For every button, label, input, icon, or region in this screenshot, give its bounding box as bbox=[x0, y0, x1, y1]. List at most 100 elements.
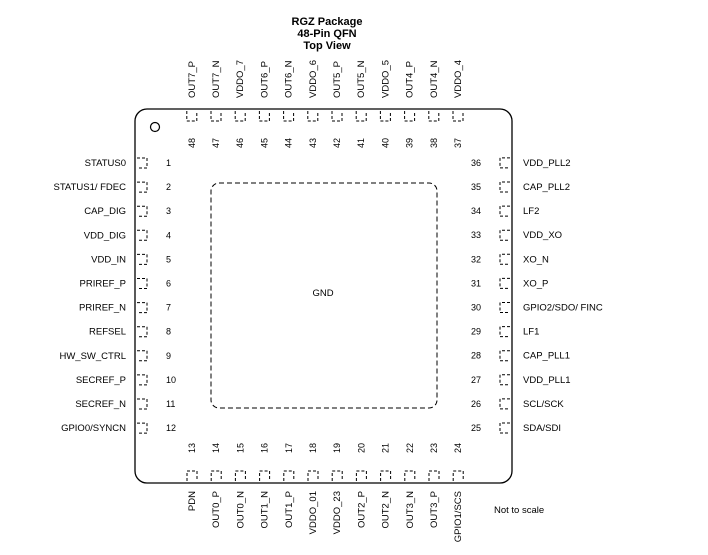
pin-number: 19 bbox=[332, 443, 342, 453]
pin-number: 35 bbox=[471, 182, 481, 192]
pin-pad bbox=[210, 111, 222, 122]
pin-number: 30 bbox=[471, 303, 481, 313]
pin-label: OUT4_P bbox=[405, 61, 416, 98]
pin-44: 44 OUT6_N bbox=[283, 60, 295, 148]
title-line-3: Top View bbox=[303, 40, 351, 52]
pin-24: 24 GPIO1/SCS bbox=[452, 443, 464, 542]
pin-label: VDDO_23 bbox=[332, 491, 343, 534]
pin-pad bbox=[137, 181, 148, 193]
pin-label: VDD_PLL1 bbox=[523, 375, 571, 386]
pin-number: 37 bbox=[453, 138, 463, 148]
pin-label: OUT2_N bbox=[381, 491, 392, 529]
pin-label: OUT5_P bbox=[332, 61, 343, 98]
pin-number: 12 bbox=[166, 423, 176, 433]
pin-label: VDDO_4 bbox=[453, 60, 464, 98]
pin-label: STATUS0 bbox=[85, 158, 126, 169]
pin-label: CAP_DIG bbox=[84, 206, 126, 217]
pin-pad bbox=[452, 470, 464, 481]
pin-19: 19 VDDO_23 bbox=[331, 443, 343, 534]
pin-35: 35 CAP_PLL2 bbox=[471, 181, 570, 193]
pin-29: 29 LF1 bbox=[471, 326, 539, 338]
pin-36: 36 VDD_PLL2 bbox=[471, 157, 571, 169]
pin-label: OUT4_N bbox=[429, 60, 440, 98]
pin-label: SECREF_P bbox=[76, 375, 126, 386]
pin-pad bbox=[186, 111, 198, 122]
pin-number: 15 bbox=[235, 443, 245, 453]
pin-pad bbox=[137, 278, 148, 289]
pin-pad bbox=[404, 470, 416, 481]
pin-pad bbox=[137, 350, 148, 362]
pin-pad bbox=[452, 111, 464, 122]
pin-number: 3 bbox=[166, 206, 171, 216]
pin-pad bbox=[499, 374, 510, 386]
pin-7: 7 PRIREF_N bbox=[79, 302, 171, 314]
pin-34: 34 LF2 bbox=[471, 205, 539, 217]
pin-label: OUT0_P bbox=[211, 491, 222, 528]
pin-13: 13 PDN bbox=[186, 443, 198, 511]
pin-3: 3 CAP_DIG bbox=[84, 205, 171, 217]
pin-pad bbox=[186, 470, 198, 481]
pin-16: 16 OUT1_N bbox=[259, 443, 271, 528]
pin-number: 23 bbox=[429, 443, 439, 453]
pin-label: CAP_PLL2 bbox=[523, 182, 570, 193]
title-line-2: 48-Pin QFN bbox=[297, 28, 356, 40]
pin-number: 40 bbox=[380, 138, 390, 148]
pin-label: SCL/SCK bbox=[523, 399, 564, 410]
pin-pad bbox=[137, 302, 148, 314]
pin-label: PDN bbox=[187, 491, 198, 511]
pin-label: PRIREF_N bbox=[79, 303, 126, 314]
pin-number: 24 bbox=[453, 443, 463, 453]
pin-pad bbox=[137, 398, 148, 410]
pins-layer: 1 STATUS0 2 STATUS1/ FDEC 3 CAP_DIG 4 VDD_DIG 5 V… bbox=[54, 60, 603, 542]
scale-note: Not to scale bbox=[494, 505, 544, 516]
pin-number: 21 bbox=[381, 443, 391, 453]
pin-label: VDDO_5 bbox=[380, 60, 391, 98]
pin-label: LF1 bbox=[523, 327, 539, 338]
pin-number: 13 bbox=[187, 443, 197, 453]
pin-pad bbox=[499, 253, 510, 265]
pin-pad bbox=[404, 111, 416, 122]
pin-pad bbox=[137, 253, 148, 265]
pin-number: 28 bbox=[471, 351, 481, 361]
pin-pad bbox=[499, 350, 510, 362]
pin-17: 17 OUT1_P bbox=[283, 443, 295, 528]
pin-pad bbox=[283, 111, 295, 122]
pin-pad bbox=[137, 157, 148, 169]
pin-33: 33 VDD_XO bbox=[471, 229, 562, 241]
pin-5: 5 VDD_IN bbox=[91, 253, 171, 265]
pin-pad bbox=[499, 398, 510, 410]
pin-8: 8 REFSEL bbox=[89, 326, 171, 338]
pin-label: OUT1_P bbox=[284, 491, 295, 528]
pin-label: OUT3_N bbox=[405, 491, 416, 529]
pin-22: 22 OUT3_N bbox=[404, 443, 416, 529]
center-gnd-label: GND bbox=[312, 288, 333, 299]
pin-label: OUT5_N bbox=[356, 60, 367, 98]
pin-label: OUT2_P bbox=[356, 491, 367, 528]
pin-number: 32 bbox=[471, 254, 481, 264]
pin-number: 31 bbox=[471, 278, 481, 288]
pin-number: 22 bbox=[405, 443, 415, 453]
title-line-1: RGZ Package bbox=[292, 16, 363, 28]
pin-label: VDDO_01 bbox=[308, 491, 319, 534]
pin-48: 48 OUT7_P bbox=[186, 61, 198, 148]
pin-32: 32 XO_N bbox=[471, 253, 549, 265]
pin-27: 27 VDD_PLL1 bbox=[471, 374, 571, 386]
pin-2: 2 STATUS1/ FDEC bbox=[54, 181, 171, 193]
pin-pad bbox=[307, 470, 319, 481]
pin-21: 21 OUT2_N bbox=[380, 443, 392, 529]
pin-38: 38 OUT4_N bbox=[428, 60, 440, 148]
pin-pad bbox=[234, 470, 246, 481]
pin-number: 14 bbox=[211, 443, 221, 453]
pin-number: 5 bbox=[166, 254, 171, 264]
pin-number: 10 bbox=[166, 375, 176, 385]
pin-label: SDA/SDI bbox=[523, 423, 561, 434]
pin-label: OUT0_N bbox=[235, 491, 246, 529]
pin-pad bbox=[428, 470, 440, 481]
pin-number: 4 bbox=[166, 230, 171, 240]
pin-number: 18 bbox=[308, 443, 318, 453]
pin-label: OUT7_P bbox=[187, 61, 198, 98]
pin-number: 47 bbox=[211, 138, 221, 148]
pin-number: 48 bbox=[187, 138, 197, 148]
pin-20: 20 OUT2_P bbox=[355, 443, 367, 528]
